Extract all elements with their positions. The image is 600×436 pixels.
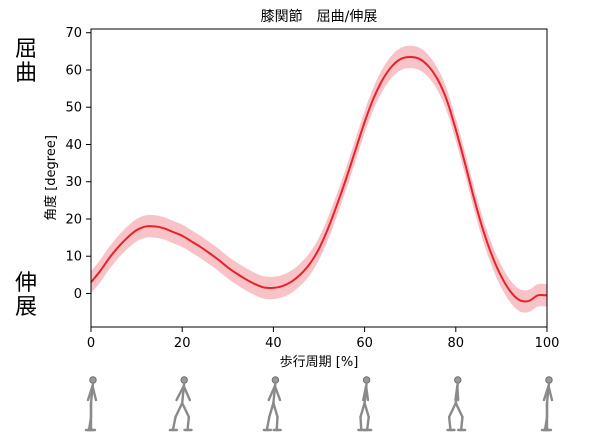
x-tick-label: 80 — [448, 336, 465, 351]
x-tick-label: 100 — [535, 336, 560, 351]
y-tick-label: 0 — [74, 287, 82, 302]
walking-figure-icon — [262, 376, 282, 432]
walking-figure-icon — [540, 376, 554, 432]
flexion-label: 屈曲 — [14, 38, 44, 86]
y-tick-label: 10 — [65, 250, 82, 265]
y-tick-label: 60 — [65, 63, 82, 78]
std-band — [91, 45, 547, 313]
mean-line — [90, 55, 548, 303]
flexion-label-text: 屈曲 — [14, 37, 37, 86]
y-axis-label: 角度 [degree] — [43, 135, 59, 221]
y-tick-label: 50 — [65, 101, 82, 116]
x-axis-ticks: 0 20 40 60 80 100 — [87, 327, 560, 351]
walking-figure-icon — [446, 376, 467, 432]
x-axis-label: 歩行周期 [%] — [280, 355, 359, 370]
y-tick-label: 30 — [65, 175, 82, 190]
x-tick-label: 40 — [265, 336, 282, 351]
walking-figure-icon — [357, 376, 373, 432]
y-tick-label: 40 — [65, 138, 82, 153]
plot-frame — [90, 28, 548, 328]
x-tick-label: 60 — [356, 336, 373, 351]
walking-figure-icon — [84, 376, 98, 432]
y-axis-ticks: 0 10 20 30 40 50 60 70 — [65, 26, 91, 302]
x-tick-label: 0 — [87, 336, 95, 351]
extension-label-text: 伸展 — [14, 271, 37, 320]
y-tick-label: 20 — [65, 212, 82, 227]
walking-figure-icon — [168, 376, 193, 432]
extension-label: 伸展 — [14, 272, 44, 320]
chart-title: 膝関節 屈曲/伸展 — [261, 8, 378, 25]
knee-angle-chart: 膝関節 屈曲/伸展 0 20 40 60 80 100 0 10 20 30 40 50 60 70 歩… — [43, 8, 560, 370]
y-tick-label: 70 — [65, 26, 82, 41]
gait-phase-figures — [84, 376, 554, 432]
x-tick-label: 20 — [174, 336, 191, 351]
